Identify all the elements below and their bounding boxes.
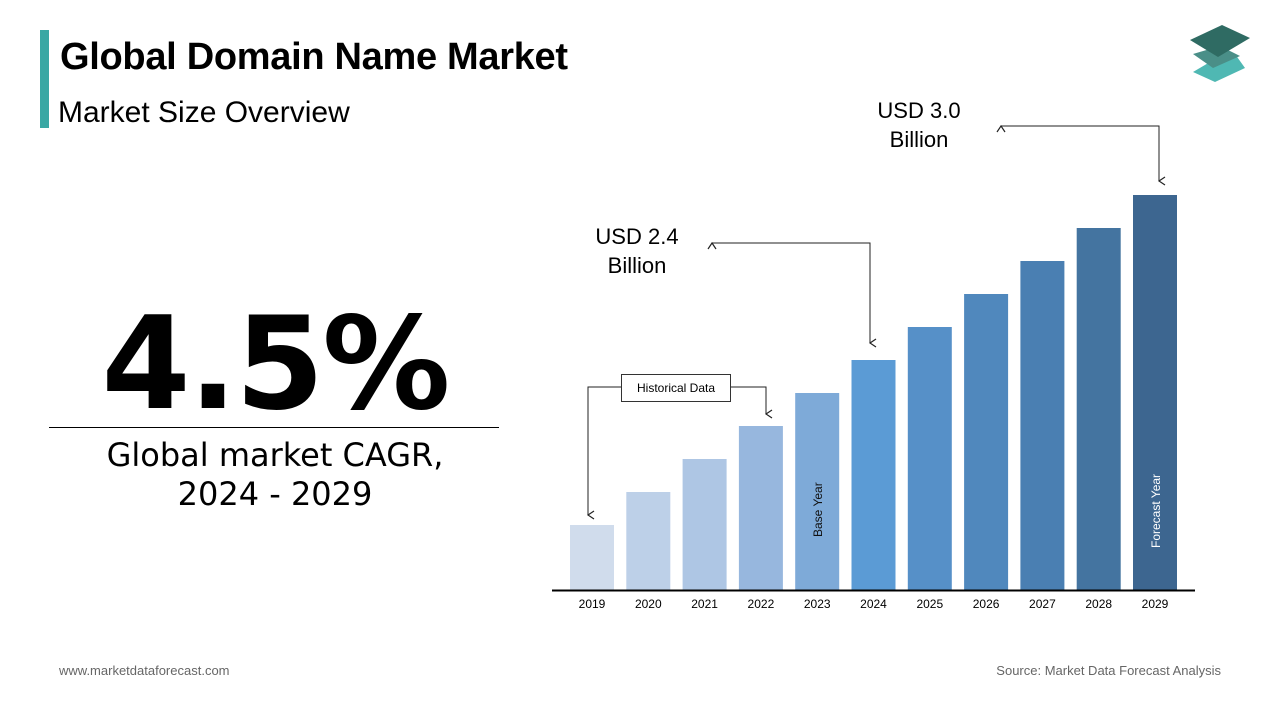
divider	[49, 427, 499, 428]
bar-2027	[1020, 261, 1065, 590]
page-title: Global Domain Name Market	[60, 36, 568, 78]
annotation-2024: USD 2.4 Billion	[577, 222, 697, 280]
bar-2019	[570, 525, 614, 590]
bar-2029	[1133, 195, 1177, 590]
cagr-label-line1: Global market CAGR,	[106, 436, 444, 474]
bar-2025	[907, 327, 952, 590]
historical-arrow-left	[588, 386, 621, 515]
source-note: Source: Market Data Forecast Analysis	[996, 663, 1221, 678]
x-tick-label: 2027	[1029, 597, 1056, 611]
annotation-2029-line1: USD 3.0	[877, 98, 961, 123]
cagr-value: 4.5%	[101, 290, 451, 439]
bar-2026	[964, 294, 1009, 590]
arrow-2029	[1001, 126, 1159, 181]
x-tick-label: 2020	[635, 597, 662, 611]
x-tick-label: 2028	[1085, 597, 1112, 611]
forecast-year-label: Forecast Year	[1149, 474, 1163, 548]
annotation-2029: USD 3.0 Billion	[859, 96, 979, 154]
annotation-2024-line1: USD 2.4	[595, 224, 679, 249]
bar-2024	[851, 360, 896, 590]
x-tick-label: 2019	[579, 597, 606, 611]
x-tick-label: 2026	[973, 597, 1000, 611]
page-subtitle: Market Size Overview	[58, 96, 350, 129]
x-tick-label: 2024	[860, 597, 887, 611]
x-tick-label: 2022	[748, 597, 775, 611]
arrow-2024	[712, 243, 870, 343]
bar-2022	[738, 426, 783, 590]
bar-2028	[1076, 228, 1121, 590]
cagr-label-line2: 2024 - 2029	[177, 475, 373, 513]
bar-2023	[795, 393, 840, 590]
base-year-label: Base Year	[811, 482, 825, 537]
title-accent-bar	[40, 30, 49, 128]
historical-data-label: Historical Data	[621, 374, 731, 402]
website-link[interactable]: www.marketdataforecast.com	[59, 663, 230, 678]
x-tick-label: 2023	[804, 597, 831, 611]
bar-2020	[626, 492, 671, 590]
historical-arrow-right	[729, 386, 766, 414]
annotation-2024-line2: Billion	[607, 253, 667, 278]
bar-2021	[682, 459, 727, 590]
annotation-2029-line2: Billion	[889, 127, 949, 152]
cagr-label: Global market CAGR, 2024 - 2029	[50, 436, 500, 514]
x-tick-label: 2025	[916, 597, 943, 611]
x-tick-label: 2029	[1142, 597, 1169, 611]
x-tick-label: 2021	[691, 597, 718, 611]
logo-icon	[1190, 25, 1250, 82]
